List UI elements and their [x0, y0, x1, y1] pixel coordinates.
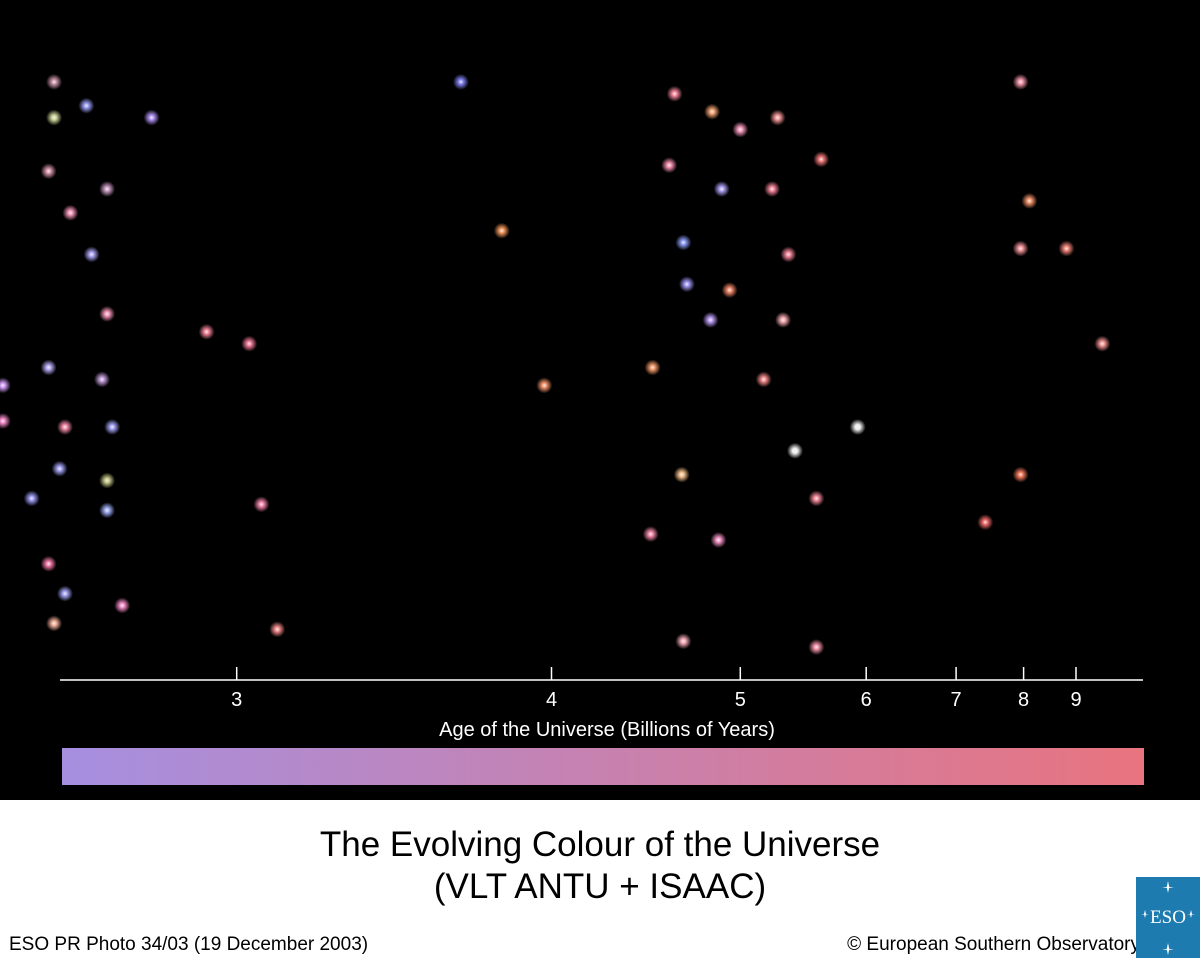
galaxy-point [23, 490, 40, 507]
galaxy-point [198, 323, 215, 340]
galaxy-point [83, 246, 100, 263]
x-tick-label: 5 [735, 689, 746, 711]
eso-logo-text: ESO [1150, 907, 1186, 928]
galaxy-point [99, 305, 116, 322]
galaxy-point [769, 109, 786, 126]
image-panel: 3 4 5 6 7 8 9 Age of the Universe (Billions of… [0, 0, 1200, 800]
copyright-notice: © European Southern Observatory [847, 934, 1140, 955]
galaxy-point [104, 419, 121, 435]
galaxy-point [849, 419, 866, 435]
galaxy-point [94, 371, 110, 388]
galaxy-point [780, 246, 797, 263]
galaxy-point [1012, 466, 1029, 483]
eso-logo-icon: ESO [1136, 877, 1200, 958]
galaxy-point [675, 234, 692, 251]
galaxy-point [114, 597, 131, 614]
galaxy-point [813, 151, 830, 168]
galaxy-point [99, 502, 116, 519]
galaxy-point [775, 311, 792, 328]
galaxy-point [642, 526, 659, 543]
galaxy-point [808, 490, 825, 507]
galaxy-point [732, 121, 749, 138]
galaxy-point [666, 85, 683, 102]
x-tick-label: 9 [1070, 689, 1081, 711]
galaxy-point [40, 555, 57, 572]
galaxy-point [46, 615, 63, 632]
galaxy-point [710, 532, 727, 548]
galaxy-point [1012, 73, 1029, 90]
galaxy-point [721, 282, 738, 299]
galaxy-point [0, 413, 11, 429]
galaxy-point [253, 496, 270, 513]
galaxy-point [673, 466, 690, 483]
galaxy-point [57, 419, 73, 435]
x-tick-label: 3 [231, 689, 242, 711]
title-line-2: (VLT ANTU + ISAAC) [433, 867, 767, 906]
galaxy-point [62, 204, 79, 221]
galaxy-point [241, 335, 258, 352]
galaxy-point [787, 442, 803, 459]
galaxy-point [0, 377, 11, 394]
galaxy-point [977, 514, 994, 531]
galaxy-point [40, 163, 57, 180]
galaxy-point [493, 222, 510, 239]
galaxy-point [755, 371, 772, 388]
galaxy-point [99, 472, 116, 489]
galaxy-point [678, 276, 695, 293]
galaxy-point [675, 633, 692, 650]
title-line-1: The Evolving Colour of the Universe [319, 825, 881, 864]
figure-title: The Evolving Colour of the Universe (VLT… [0, 824, 1200, 908]
galaxy-point [702, 311, 719, 328]
x-axis: 3 4 5 6 7 8 9 [60, 667, 1143, 711]
galaxy-point [452, 73, 469, 90]
galaxy-age-chart: 3 4 5 6 7 8 9 Age of the Universe (Billions of… [0, 73, 1143, 741]
x-tick-label: 6 [861, 689, 872, 711]
galaxy-points [0, 73, 1111, 656]
colour-gradient-bar [62, 748, 1144, 785]
galaxy-point [1012, 240, 1029, 257]
photo-credit: ESO PR Photo 34/03 (19 December 2003) [9, 934, 369, 955]
galaxy-point [99, 181, 116, 197]
x-tick-label: 4 [546, 689, 557, 711]
galaxy-point [51, 460, 68, 477]
galaxy-point [704, 103, 721, 120]
galaxy-point [536, 377, 553, 394]
galaxy-point [46, 73, 63, 90]
galaxy-point [1058, 240, 1075, 257]
galaxy-point [1021, 192, 1038, 209]
x-tick-label: 8 [1018, 689, 1029, 711]
x-tick-label: 7 [951, 689, 962, 711]
galaxy-point [46, 109, 63, 126]
x-axis-title: Age of the Universe (Billions of Years) [439, 719, 775, 741]
galaxy-point [1094, 335, 1111, 352]
galaxy-point [764, 181, 781, 197]
galaxy-point [78, 97, 95, 114]
galaxy-point [644, 359, 661, 376]
galaxy-point [808, 639, 825, 656]
galaxy-point [269, 621, 286, 638]
galaxy-point [143, 109, 160, 126]
galaxy-point [713, 181, 730, 197]
galaxy-point [661, 157, 678, 174]
galaxy-point [57, 585, 73, 602]
galaxy-point [40, 359, 57, 376]
